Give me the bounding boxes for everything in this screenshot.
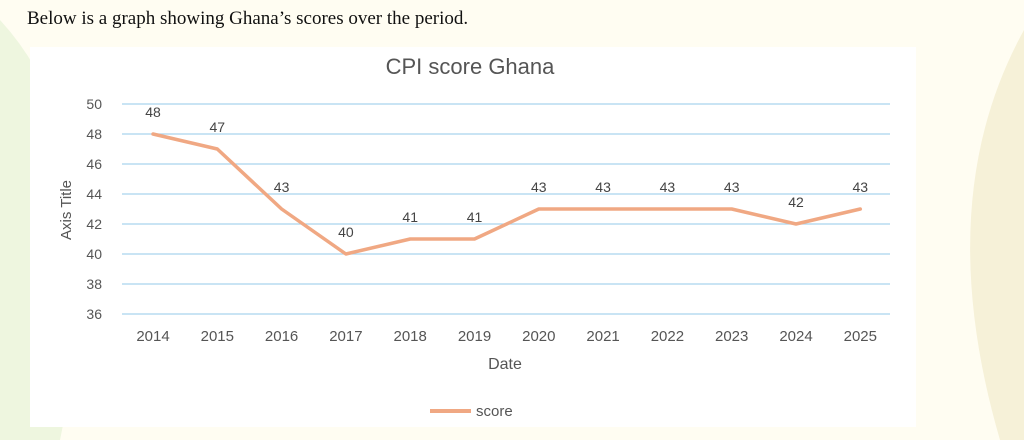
x-tick-label: 2014 [136,328,169,345]
y-tick-label: 38 [86,276,102,292]
x-tick-label: 2016 [265,328,298,345]
data-label: 43 [724,179,740,195]
data-label: 42 [788,194,804,210]
data-labels: 48 47 43 40 41 41 43 43 43 43 42 43 [145,104,868,240]
x-tick-label: 2022 [651,328,684,345]
chart-container: CPI score Ghana 36 38 40 42 44 46 48 50 2014 201… [30,47,916,427]
y-tick-labels: 36 38 40 42 44 46 48 50 [86,96,102,322]
y-tick-label: 48 [86,126,102,142]
x-axis-title: Date [488,356,522,373]
x-tick-labels: 2014 2015 2016 2017 2018 2019 2020 2021 2022 2023… [136,328,877,345]
x-tick-label: 2019 [458,328,491,345]
data-label: 48 [145,104,161,120]
intro-text: Below is a graph showing Ghana’s scores … [27,8,469,29]
data-label: 40 [338,224,354,240]
x-tick-label: 2018 [394,328,427,345]
x-tick-label: 2015 [201,328,234,345]
data-label: 43 [274,179,290,195]
x-tick-label: 2021 [586,328,619,345]
data-label: 41 [402,209,418,225]
y-tick-label: 36 [86,306,102,322]
x-tick-label: 2024 [779,328,812,345]
series-lines [151,132,863,256]
y-tick-label: 40 [86,246,102,262]
data-label: 43 [660,179,676,195]
x-tick-label: 2025 [844,328,877,345]
data-label: 43 [595,179,611,195]
legend-label: score [476,403,513,420]
y-tick-label: 50 [86,96,102,112]
legend: score [430,403,513,420]
data-label: 43 [853,179,869,195]
y-tick-label: 44 [86,186,102,202]
data-label: 47 [210,119,226,135]
y-tick-label: 46 [86,156,102,172]
data-label: 41 [467,209,483,225]
y-axis-title: Axis Title [58,180,75,240]
x-tick-label: 2017 [329,328,362,345]
y-tick-label: 42 [86,216,102,232]
chart-title: CPI score Ghana [386,54,556,79]
x-tick-label: 2020 [522,328,555,345]
data-label: 43 [531,179,547,195]
series-line-score [151,132,863,256]
x-tick-label: 2023 [715,328,748,345]
gridlines [122,103,890,315]
